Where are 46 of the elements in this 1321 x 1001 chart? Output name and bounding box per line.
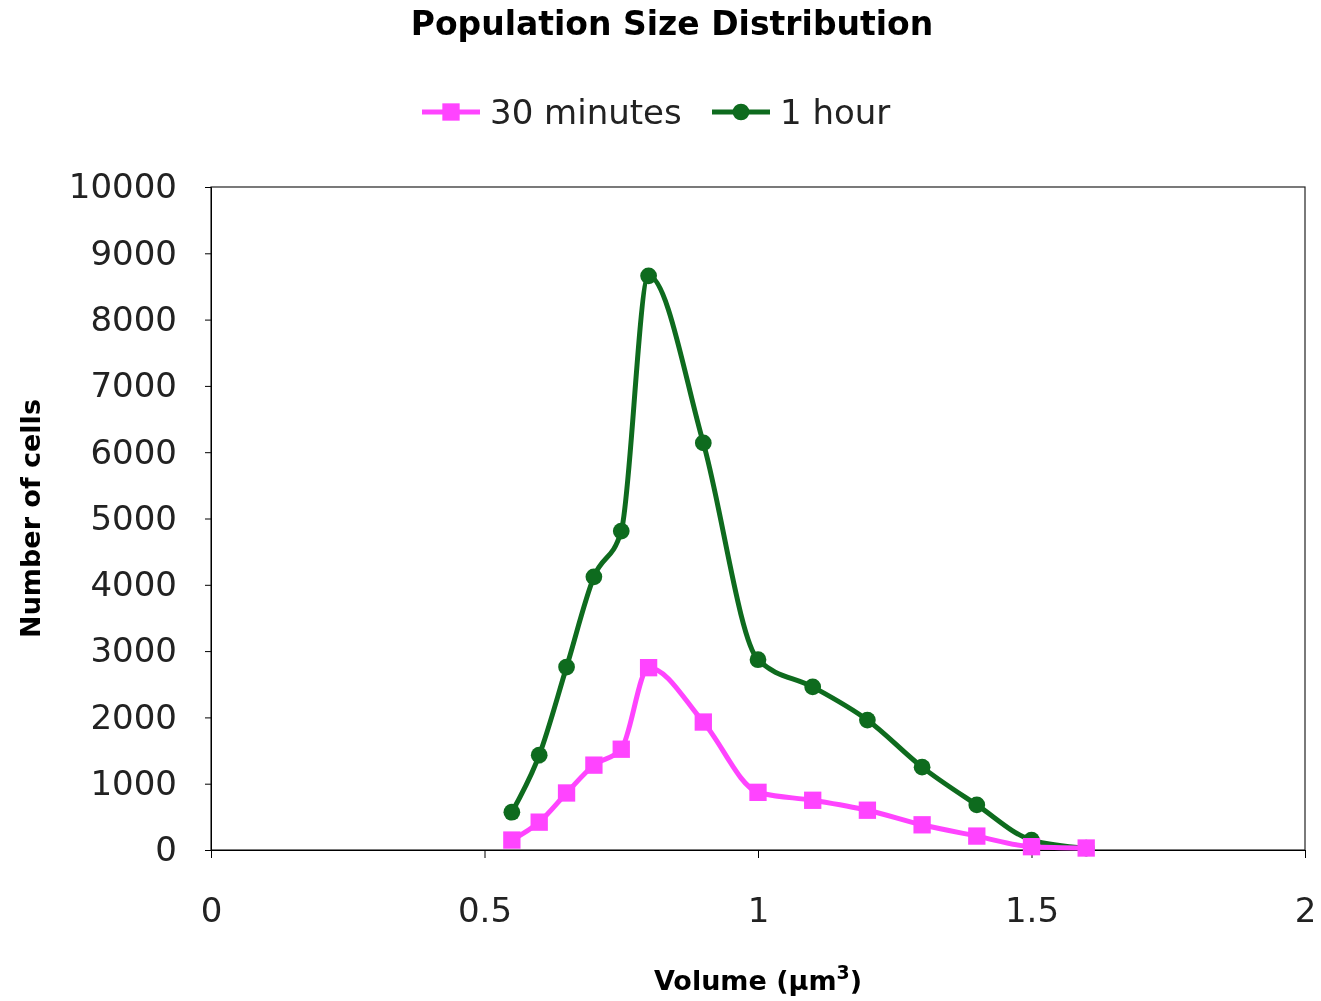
point [1022,838,1041,856]
x-tick-label: 1 [747,890,770,931]
point [859,711,876,729]
point [503,831,521,849]
point [640,267,657,285]
legend-label: 30 minutes [490,92,682,132]
y-tick-label: 2000 [90,696,177,737]
point [694,713,712,731]
y-tick-label: 1000 [90,763,177,804]
point [558,658,575,676]
point [585,568,603,586]
y-tick-label: 8000 [90,298,177,339]
point [639,659,658,677]
point [503,803,521,821]
y-tick-label: 9000 [90,232,177,273]
y-tick-label: 6000 [90,431,177,472]
point [913,816,931,834]
point [612,740,630,758]
point [804,791,822,809]
y-tick-label: 5000 [90,497,177,538]
point [968,796,986,814]
point [749,651,767,669]
y-axis-title: Number of cells [15,399,46,638]
point [968,827,986,845]
x-tick-label: 0.5 [457,890,513,931]
point [858,801,877,819]
x-axis-title: Volume (μm$^{3}$) [653,961,863,996]
x-tick-label: 1.5 [1004,890,1060,931]
point [612,522,630,540]
legend-label: 1 hour [780,92,891,132]
x-tick-label: 2 [1294,890,1317,931]
point [530,746,548,764]
chart-title: Population Size Distribution [410,4,934,43]
y-tick-label: 0 [155,829,177,870]
y-tick-label: 10000 [68,166,177,207]
y-tick-label: 4000 [90,564,177,605]
point [585,756,603,774]
point [530,813,548,831]
point [557,784,576,802]
point [749,783,767,801]
point [913,758,931,776]
y-tick-label: 3000 [90,630,177,671]
x-tick-label: 0 [200,890,223,931]
point [694,434,712,452]
point [804,678,822,696]
y-tick-label: 7000 [90,365,177,406]
